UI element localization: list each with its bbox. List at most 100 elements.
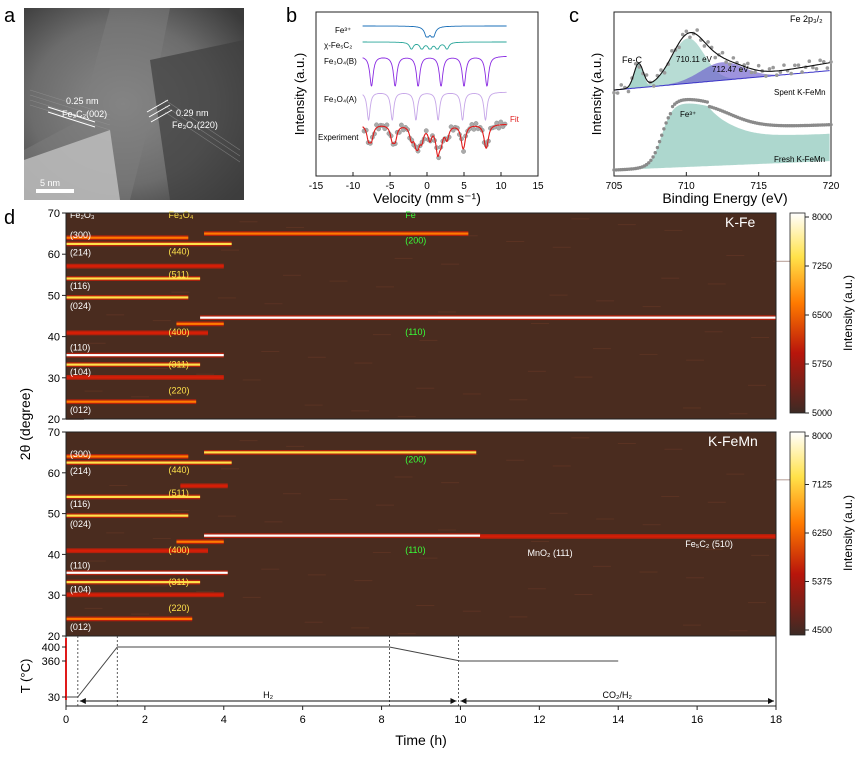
c-spent-point <box>746 61 750 66</box>
heatmap-noise <box>441 482 460 484</box>
c-spent-point <box>677 45 681 50</box>
heatmap-noise <box>527 588 546 590</box>
heatmap-noise <box>282 493 301 495</box>
heatmap-noise <box>351 410 370 412</box>
c-x-tick-label: 720 <box>823 181 840 192</box>
heatmap-noise <box>217 515 236 517</box>
cb-top-label: Intensity (a.u.) <box>841 275 855 351</box>
temperature-profile <box>66 646 619 698</box>
b-series-exp: Experiment <box>318 133 359 142</box>
b-x-ticks: -15 -10 -5 0 5 10 15 <box>309 172 544 192</box>
heatmap-noise <box>531 540 550 542</box>
c-fresh-point <box>655 145 660 150</box>
heatmap-stripe <box>66 265 224 268</box>
time-x-tick-label: 12 <box>533 714 545 726</box>
c-peak-area-710 <box>614 38 830 90</box>
heatmap-noise <box>437 311 456 313</box>
b-y-label: Intensity (a.u.) <box>292 53 307 135</box>
heatmap-noise <box>772 479 791 481</box>
c-spent-point <box>680 32 685 37</box>
heatmap-noise <box>397 416 416 418</box>
temp-y-label: T (°C) <box>18 659 33 694</box>
heatmap-stripe <box>176 540 224 543</box>
heatmap-noise <box>242 379 261 381</box>
c-spent-point <box>702 44 707 48</box>
heatmap-noise <box>574 593 593 595</box>
time-x-tick-label: 10 <box>454 714 466 726</box>
heatmap-noise <box>329 280 348 282</box>
b-experiment-point <box>498 119 504 125</box>
heatmap-stripe <box>66 514 189 517</box>
time-x-label: Time (h) <box>395 732 447 748</box>
heatmap-noise <box>592 565 611 567</box>
c-x-tick-label: 705 <box>606 181 623 192</box>
c-spent-point <box>626 89 631 94</box>
c-spent-point <box>720 50 725 55</box>
heatmap-k-fe: Fe₂O₃ Fe₃O₄ Fe (300) (214) (116) (024) (110) (10… <box>48 208 791 426</box>
tem-label-2b: Fe₃O₄(220) <box>172 120 218 130</box>
c-spent-point <box>825 66 830 70</box>
c-spent-point <box>767 67 772 71</box>
heatmap-noise <box>131 396 150 398</box>
heatmap-peak-label: (311) <box>169 577 189 587</box>
heatmap-noise <box>729 630 748 632</box>
heatmap-stripe <box>66 277 201 280</box>
heatmap-peak-label: (104) <box>70 584 91 594</box>
heatmap-noise <box>552 465 571 467</box>
heatmap-noise <box>329 498 348 500</box>
c-peak-area-fec <box>614 63 830 90</box>
panel-label-d: d <box>4 207 15 229</box>
heatmap-noise <box>217 297 236 299</box>
c-spent-point <box>756 63 761 68</box>
heatmap-noise <box>571 218 590 220</box>
heatmap-noise <box>549 294 568 296</box>
heatmap-noise <box>419 557 438 559</box>
heatmap-stripe <box>180 484 228 487</box>
c-ann-fec: Fe-C <box>622 55 643 65</box>
heatmap-stripe <box>66 461 232 464</box>
b-experiment-point <box>473 121 479 126</box>
tem-label-2: 0.29 nm <box>176 108 209 118</box>
b-x-tick-label: 5 <box>461 181 467 192</box>
heatmap-noise <box>462 393 481 395</box>
heatmap-noise <box>726 255 745 257</box>
c-spent-point <box>651 84 656 88</box>
c-fresh-point <box>829 122 833 127</box>
heatmap-stripe <box>66 455 189 458</box>
heatmap-noise <box>617 224 636 226</box>
heatmap-peak-label: (511) <box>169 488 189 498</box>
heatmap-stripe <box>66 242 232 245</box>
b-series-chi: χ-Fe₅C₂ <box>324 41 352 50</box>
heatmap-noise <box>686 577 705 579</box>
b-series-fit: Fit <box>510 115 520 124</box>
heatmap-stripe <box>66 363 201 366</box>
c-spent-point <box>688 35 692 40</box>
c-x-ticks: 705 710 715 720 <box>606 172 840 192</box>
heatmap-noise <box>394 476 413 478</box>
heatmap-noise <box>726 473 745 475</box>
heatmap-peak-label: (110) <box>70 343 90 353</box>
cb-mid-label: Intensity (a.u.) <box>841 495 855 571</box>
heatmap-noise <box>87 560 106 562</box>
heatmap-noise <box>106 532 125 534</box>
heatmap-peak-label: (511) <box>169 269 189 279</box>
temperature-panel: 30 360 400 H₂ CO₂/H₂ 0 2 4 6 8 10 12 14 16 18 T (°C) T… <box>18 635 782 748</box>
c-fresh-point <box>651 155 655 159</box>
heatmap-stripe <box>66 581 201 584</box>
heatmap-noise <box>617 443 636 445</box>
heatmap-noise <box>372 334 391 336</box>
heatmap-peak-label: (116) <box>70 499 90 509</box>
heatmap-y-tick-label: 50 <box>48 290 60 302</box>
heatmap-y-tick-label: 40 <box>48 549 60 561</box>
heatmap-noise <box>549 512 568 514</box>
heatmap-noise <box>394 257 413 259</box>
heatmap-noise <box>87 342 106 344</box>
c-spent-point <box>695 28 699 32</box>
heatmap-noise <box>509 616 528 618</box>
heatmap-noise <box>509 399 528 401</box>
c-ann-spent: Spent K-FeMn <box>774 88 826 97</box>
heatmap-noise <box>307 356 326 358</box>
c-spent-point <box>800 70 804 74</box>
c-ann-710: 710.11 eV <box>676 55 713 64</box>
b-series-fe3: Fe³⁺ <box>335 26 351 35</box>
